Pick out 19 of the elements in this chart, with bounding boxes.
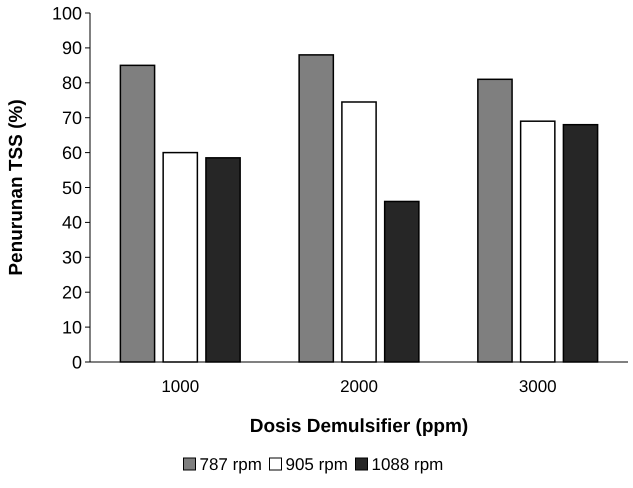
y-tick-label: 30	[62, 248, 82, 268]
x-axis-title: Dosis Demulsifier (ppm)	[250, 416, 468, 437]
legend-label: 1088 rpm	[372, 454, 444, 474]
x-tick-label: 1000	[161, 377, 200, 396]
legend-label: 905 rpm	[286, 454, 348, 474]
legend-label: 787 rpm	[200, 454, 262, 474]
x-tick-label: 3000	[518, 377, 557, 396]
x-tick-label: 2000	[340, 377, 378, 396]
y-tick-label: 10	[62, 317, 82, 338]
y-tick-label: 100	[52, 3, 82, 24]
y-tick-label: 40	[62, 212, 82, 233]
y-tick-label: 0	[72, 352, 82, 372]
y-tick-label: 60	[62, 142, 82, 163]
y-tick-label: 80	[62, 73, 82, 94]
y-tick-label: 70	[62, 108, 82, 128]
y-tick-label: 20	[62, 282, 82, 302]
y-axis-title: Penurunan TSS (%)	[6, 99, 27, 276]
y-tick-label: 90	[62, 38, 82, 58]
y-tick-label: 50	[62, 178, 82, 198]
